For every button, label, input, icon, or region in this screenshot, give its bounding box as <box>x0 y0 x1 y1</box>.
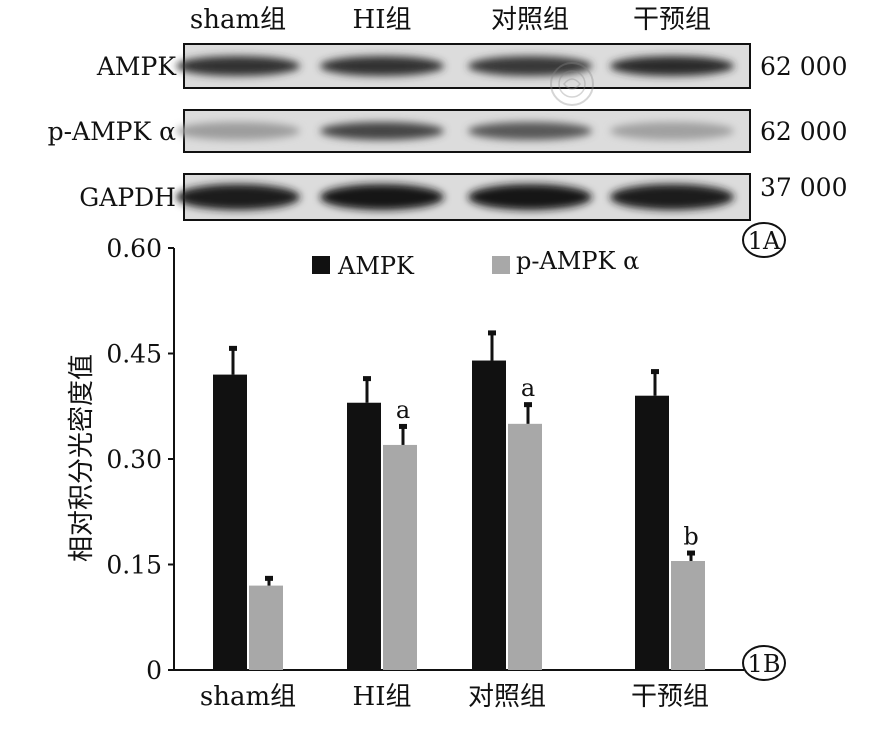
bar-ampk <box>213 374 247 670</box>
bar-p-ampk <box>508 423 542 670</box>
error-bar-cap <box>651 369 659 375</box>
blot-band <box>176 184 300 210</box>
blot-band <box>610 56 734 76</box>
legend: AMPK p-AMPK α <box>312 247 639 280</box>
blot-strip-ampk: AMPK 62 000 <box>96 43 847 89</box>
watermark <box>550 62 594 106</box>
significance-label: a <box>521 374 535 402</box>
significance-label: a <box>396 396 410 424</box>
y-tick-label: 0.60 <box>106 234 162 263</box>
legend-item-ampk: AMPK <box>312 252 415 280</box>
blot-band <box>176 56 300 76</box>
blot-band <box>176 122 300 140</box>
y-tick-label: 0 <box>146 656 162 685</box>
y-axis-title: 相对积分光密度值 <box>67 354 97 562</box>
x-tick-label: sham组 <box>200 682 296 712</box>
blot-row-name-gapdh: GAPDH <box>79 183 176 212</box>
error-bar-cap <box>399 423 407 429</box>
blot-band <box>468 56 592 76</box>
blot-row-size-p-ampk: 62 000 <box>760 117 847 146</box>
bar-p-ampk <box>671 560 705 670</box>
bar-chart: 相对积分光密度值 0 0.15 0.30 0.45 0.60 a a b sham组 HI组 对… <box>67 234 786 712</box>
blot-band <box>610 184 734 210</box>
x-tick-label: 干预组 <box>631 682 709 712</box>
y-tick-label: 0.45 <box>106 340 162 369</box>
blot-bands-ampk <box>176 56 734 76</box>
blot-band <box>468 122 592 140</box>
blot-band <box>468 184 592 210</box>
blot-bands-p-ampk <box>176 122 734 140</box>
blot-group-label-0: sham组 <box>190 5 286 35</box>
bar-ampk <box>472 360 506 670</box>
blot-group-label-1: HI组 <box>353 5 412 35</box>
blot-band <box>610 122 734 140</box>
svg-text:1A: 1A <box>748 227 781 255</box>
blot-row-name-ampk: AMPK <box>96 52 177 81</box>
legend-swatch-ampk <box>312 256 330 274</box>
blot-row-size-ampk: 62 000 <box>760 52 847 81</box>
legend-item-p-ampk: p-AMPK α <box>492 247 639 275</box>
blot-band <box>320 56 444 76</box>
blot-bands-gapdh <box>176 184 734 210</box>
western-blot-panel: sham组 HI组 对照组 干预组 AMPK 62 000 p-AMPK α 6… <box>48 5 847 258</box>
bars: a a b <box>213 330 705 670</box>
panel-label-1a: 1A <box>742 222 786 258</box>
bar-ampk <box>635 395 669 670</box>
bar-p-ampk <box>383 444 417 670</box>
error-bar-cap <box>524 402 532 408</box>
error-bar-cap <box>363 376 371 382</box>
watermark-seal-icon <box>550 62 594 106</box>
error-bar-cap <box>265 575 273 581</box>
x-axis-labels: sham组 HI组 对照组 干预组 <box>200 682 709 712</box>
legend-label-p-ampk: p-AMPK α <box>516 247 639 275</box>
blot-strip-gapdh: GAPDH 37 000 <box>79 173 847 221</box>
svg-text:1B: 1B <box>748 650 781 678</box>
y-tick-label: 0.15 <box>106 551 162 580</box>
error-bar-cap <box>229 345 237 351</box>
blot-row-size-gapdh: 37 000 <box>760 173 847 202</box>
legend-label-ampk: AMPK <box>337 252 415 280</box>
blot-band <box>320 184 444 210</box>
panel-label-1b: 1B <box>742 645 786 681</box>
x-tick-label: HI组 <box>353 682 412 712</box>
bar-p-ampk <box>249 585 283 670</box>
blot-group-label-2: 对照组 <box>491 5 569 35</box>
blot-group-label-3: 干预组 <box>633 5 711 35</box>
error-bar-cap <box>488 330 496 336</box>
bar-ampk <box>347 402 381 670</box>
error-bar-cap <box>687 550 695 556</box>
significance-label: b <box>683 523 698 551</box>
blot-row-name-p-ampk: p-AMPK α <box>48 117 177 146</box>
x-tick-label: 对照组 <box>468 682 546 712</box>
legend-swatch-p-ampk <box>492 256 510 274</box>
y-tick-label: 0.30 <box>106 445 162 474</box>
blot-band <box>320 122 444 140</box>
blot-strip-p-ampk: p-AMPK α 62 000 <box>48 109 847 153</box>
